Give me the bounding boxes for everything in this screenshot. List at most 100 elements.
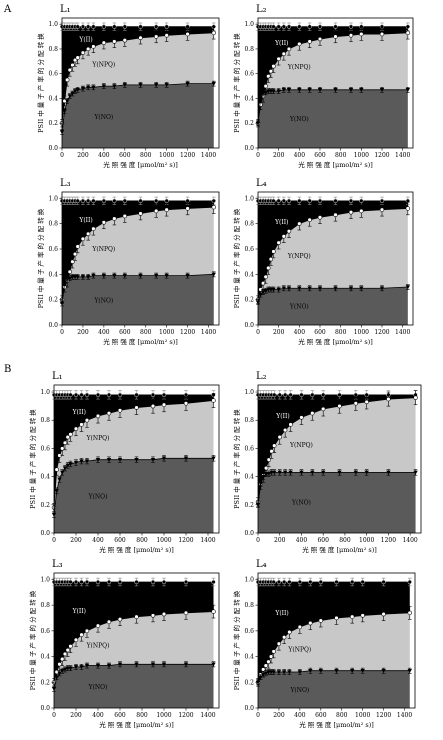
x-tick-label: 1000 bbox=[159, 152, 174, 159]
data-point bbox=[297, 221, 302, 226]
data-point bbox=[161, 579, 167, 585]
data-point bbox=[263, 663, 269, 668]
data-point bbox=[211, 579, 216, 585]
data-point bbox=[84, 663, 90, 668]
data-point bbox=[154, 34, 159, 39]
data-point bbox=[348, 24, 354, 29]
data-point bbox=[277, 434, 282, 440]
region-label-top: Y(II) bbox=[274, 610, 288, 617]
data-point bbox=[281, 198, 286, 203]
data-point bbox=[405, 88, 411, 93]
x-tick-label: 0 bbox=[52, 537, 56, 544]
data-point bbox=[101, 24, 106, 29]
data-point bbox=[266, 457, 272, 462]
data-point bbox=[161, 611, 167, 617]
y-tick-label: 0.2 bbox=[48, 297, 58, 304]
x-tick-label: 800 bbox=[140, 329, 152, 336]
data-point bbox=[72, 57, 78, 63]
region-bottom bbox=[54, 664, 214, 708]
x-tick-label: 1400 bbox=[200, 712, 215, 719]
y-tick-label: 0.2 bbox=[40, 502, 50, 509]
region-bottom bbox=[258, 89, 408, 148]
data-point bbox=[379, 88, 385, 93]
data-point bbox=[353, 470, 358, 475]
region-label-bottom: Y(NO) bbox=[289, 687, 309, 694]
data-point bbox=[263, 465, 269, 471]
panel-label: L₄ bbox=[256, 559, 267, 570]
x-tick-label: 1200 bbox=[180, 329, 195, 336]
x-tick-label: 0 bbox=[256, 712, 260, 719]
data-point bbox=[307, 88, 312, 93]
data-point bbox=[79, 632, 84, 637]
data-point bbox=[271, 89, 276, 94]
region-label-middle: Y(NPQ) bbox=[86, 643, 110, 650]
data-point bbox=[334, 668, 339, 673]
data-point bbox=[364, 399, 369, 405]
x-tick-label: 1400 bbox=[200, 537, 215, 544]
region-label-top: Y(II) bbox=[78, 217, 92, 224]
x-tick-label: 400 bbox=[296, 537, 308, 544]
data-point bbox=[271, 64, 276, 69]
data-point bbox=[106, 663, 112, 668]
data-point bbox=[75, 55, 80, 60]
data-point bbox=[161, 662, 167, 667]
data-point bbox=[57, 671, 62, 676]
data-point bbox=[286, 88, 292, 93]
data-point bbox=[299, 415, 304, 420]
region-label-middle: Y(NPQ) bbox=[287, 64, 311, 71]
data-point bbox=[321, 406, 326, 412]
data-point bbox=[101, 220, 107, 225]
data-point bbox=[70, 91, 75, 96]
x-tick-label: 1400 bbox=[402, 537, 417, 544]
data-point bbox=[67, 276, 73, 281]
data-point bbox=[271, 249, 276, 254]
x-axis-title: 光 照 强 度 [μmol/m² s)] bbox=[298, 160, 373, 169]
data-point bbox=[276, 670, 282, 675]
region-bottom bbox=[258, 670, 410, 708]
data-point bbox=[307, 24, 312, 29]
data-point bbox=[122, 38, 128, 43]
y-axis-title: PSII 中 量 子 产 率 的 分 配 转 换 bbox=[232, 33, 241, 133]
data-point bbox=[276, 24, 281, 29]
data-point bbox=[101, 84, 107, 89]
data-point bbox=[150, 457, 156, 462]
y-tick-label: 0.2 bbox=[244, 297, 254, 304]
data-point bbox=[379, 31, 385, 37]
data-point bbox=[122, 213, 128, 219]
data-point bbox=[134, 662, 139, 667]
data-point bbox=[277, 392, 282, 397]
x-tick-label: 600 bbox=[114, 712, 126, 719]
x-tick-label: 400 bbox=[294, 712, 306, 719]
x-tick-label: 600 bbox=[314, 152, 326, 159]
data-point bbox=[211, 81, 216, 86]
data-point bbox=[211, 272, 216, 277]
chart-panel: 0 200 400 600 800 1000 1200 1400 0.0 0.2 0.4 0.6 0.8… bbox=[28, 371, 220, 554]
y-tick-label: 0.6 bbox=[244, 246, 254, 253]
data-point bbox=[288, 422, 293, 427]
x-axis-title: 光 照 强 度 [μmol/m² s)] bbox=[298, 337, 373, 346]
data-point bbox=[106, 392, 112, 397]
data-point bbox=[269, 449, 274, 454]
x-tick-label: 0 bbox=[256, 537, 260, 544]
data-point bbox=[54, 488, 59, 493]
x-tick-label: 400 bbox=[98, 152, 110, 159]
chart-panel: 0 200 400 600 800 1000 1200 1400 0.0 0.2 0.4 0.6 0.8… bbox=[36, 4, 220, 169]
data-point bbox=[297, 670, 303, 675]
data-point bbox=[286, 46, 292, 52]
data-point bbox=[288, 470, 293, 475]
x-axis-title: 光 照 强 度 [μmol/m² s)] bbox=[103, 160, 178, 169]
data-point bbox=[84, 392, 90, 397]
y-tick-label: 0.4 bbox=[48, 271, 58, 278]
data-point bbox=[101, 40, 107, 45]
x-axis-title: 光 照 强 度 [μmol/m² s)] bbox=[302, 545, 377, 554]
plot-frame bbox=[53, 384, 220, 534]
data-point bbox=[333, 286, 338, 291]
data-point bbox=[413, 395, 418, 400]
y-tick-label: 1.0 bbox=[244, 576, 254, 583]
x-tick-label: 200 bbox=[273, 329, 285, 336]
region-bottom bbox=[258, 472, 416, 533]
data-point bbox=[334, 579, 339, 585]
data-point bbox=[317, 286, 323, 291]
panel-label: L₃ bbox=[52, 559, 63, 570]
data-point bbox=[261, 474, 266, 479]
